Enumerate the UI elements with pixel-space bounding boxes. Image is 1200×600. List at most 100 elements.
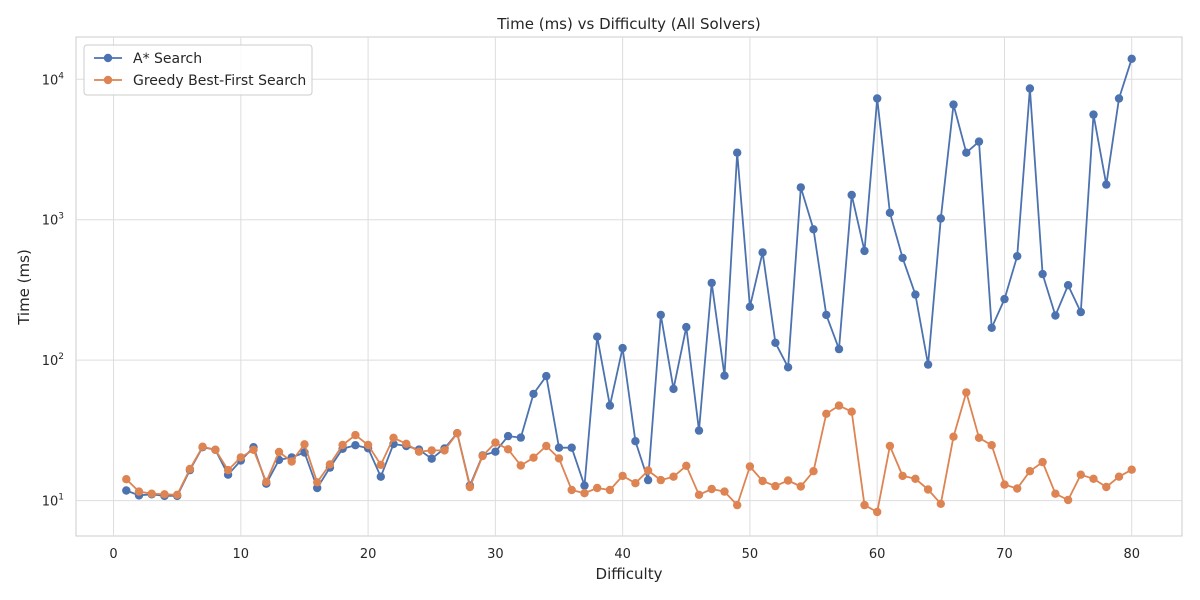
data-point xyxy=(491,447,500,456)
data-point xyxy=(236,453,245,462)
chart-title: Time (ms) vs Difficulty (All Solvers) xyxy=(496,15,761,33)
data-point xyxy=(885,208,895,217)
data-point xyxy=(1063,281,1073,290)
data-point xyxy=(618,471,627,481)
data-point xyxy=(440,446,449,455)
data-point xyxy=(974,137,984,146)
data-point xyxy=(542,441,551,451)
data-point xyxy=(554,443,564,452)
data-point xyxy=(313,478,322,487)
data-point xyxy=(516,433,525,442)
data-point xyxy=(453,429,462,438)
data-point xyxy=(376,460,385,469)
x-tick-label: 30 xyxy=(487,547,504,562)
data-point xyxy=(1000,294,1009,304)
data-point xyxy=(873,94,882,103)
data-point xyxy=(898,471,907,481)
data-point xyxy=(656,310,665,320)
data-point xyxy=(389,433,398,442)
data-point xyxy=(847,190,856,200)
data-point xyxy=(503,431,513,441)
legend-marker-greedy xyxy=(103,75,113,85)
data-point xyxy=(1114,94,1124,103)
data-point xyxy=(987,323,996,332)
data-point xyxy=(834,344,844,354)
data-point xyxy=(1089,474,1098,483)
data-point xyxy=(949,432,958,441)
data-point xyxy=(923,360,933,369)
data-point xyxy=(147,489,156,498)
data-point xyxy=(758,248,767,257)
y-tick-label: 101 xyxy=(42,493,64,510)
data-point xyxy=(771,481,780,491)
legend-box xyxy=(83,44,313,96)
data-point xyxy=(974,433,984,442)
x-tick-labels: 0 10 20 30 40 50 60 70 80 xyxy=(109,547,1140,562)
data-point xyxy=(580,481,589,490)
data-point xyxy=(618,343,627,353)
data-point xyxy=(962,388,971,397)
data-point xyxy=(414,447,424,456)
data-point xyxy=(860,500,869,510)
data-point xyxy=(567,485,576,495)
data-point xyxy=(809,467,818,476)
data-point xyxy=(860,246,869,256)
x-tick-label: 20 xyxy=(360,547,377,562)
data-point xyxy=(733,148,742,157)
legend-label-greedy: Greedy Best-First Search xyxy=(133,73,306,89)
data-point xyxy=(351,430,360,440)
data-point xyxy=(529,389,538,399)
data-point xyxy=(1063,495,1073,505)
data-point xyxy=(720,371,729,380)
x-tick-label: 0 xyxy=(109,547,117,562)
plot-area xyxy=(75,36,1183,537)
data-point xyxy=(211,445,220,454)
data-point xyxy=(503,445,513,454)
data-point xyxy=(898,253,907,263)
series-greedy-best-first xyxy=(122,388,1136,517)
data-point xyxy=(682,322,691,332)
data-point xyxy=(122,486,131,495)
x-tick-label: 70 xyxy=(996,547,1013,562)
data-point xyxy=(427,454,436,463)
data-point xyxy=(949,100,958,109)
data-point xyxy=(1013,252,1022,261)
data-point xyxy=(580,489,589,498)
data-point xyxy=(1000,480,1009,489)
data-point xyxy=(669,384,678,394)
data-point xyxy=(402,439,411,448)
legend: A* Search Greedy Best-First Search xyxy=(83,44,313,96)
data-point xyxy=(605,401,615,410)
data-point xyxy=(822,409,831,418)
data-point xyxy=(1051,489,1060,498)
y-tick-label: 103 xyxy=(42,212,64,229)
data-point xyxy=(1076,470,1086,479)
data-point xyxy=(733,500,742,510)
data-point xyxy=(758,476,767,486)
data-point xyxy=(1114,472,1124,481)
data-point xyxy=(1025,84,1035,93)
y-tick-label: 104 xyxy=(42,71,65,88)
data-point xyxy=(1013,484,1022,493)
data-point xyxy=(873,507,882,517)
data-point xyxy=(1076,307,1086,317)
data-point xyxy=(274,447,284,457)
data-point xyxy=(605,485,615,495)
data-point xyxy=(1038,457,1047,467)
data-point xyxy=(643,475,653,485)
data-point xyxy=(682,461,691,470)
legend-marker-a-star xyxy=(103,53,113,63)
data-point xyxy=(287,457,296,466)
data-point xyxy=(745,462,755,471)
legend-label-a-star: A* Search xyxy=(133,51,202,67)
data-point xyxy=(1127,465,1136,474)
data-point xyxy=(478,451,487,461)
data-point xyxy=(300,440,309,449)
data-point xyxy=(1089,110,1098,119)
data-point xyxy=(1038,269,1047,279)
data-point xyxy=(707,278,716,288)
data-point xyxy=(325,460,335,469)
data-point xyxy=(1051,311,1060,320)
data-point xyxy=(173,490,182,499)
data-point xyxy=(363,440,373,450)
